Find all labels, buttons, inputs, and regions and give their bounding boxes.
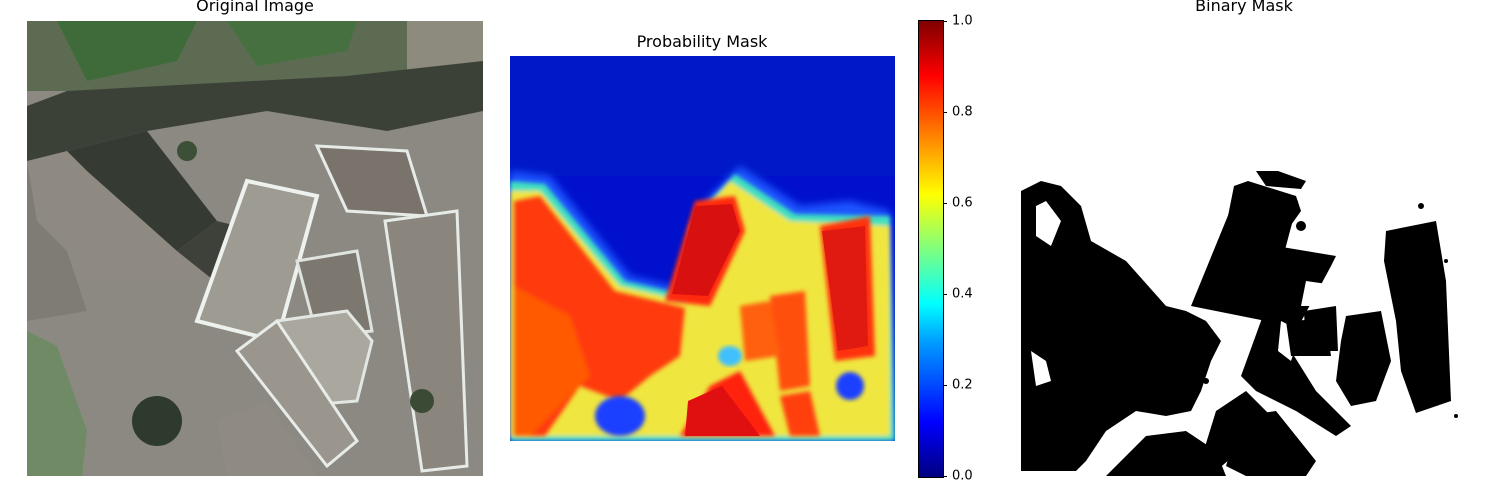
colorbar-tick-mark (943, 294, 947, 295)
probability-heatmap (510, 56, 895, 441)
probability-mask (510, 56, 895, 441)
colorbar-tick-mark (943, 203, 947, 204)
colorbar-tick-mark (943, 476, 947, 477)
colorbar-tick-label: 0.0 (952, 468, 973, 484)
colorbar-tick-mark (943, 21, 947, 22)
original-image (27, 21, 483, 476)
original-image-title: Original Image (196, 0, 314, 15)
aerial-photo (27, 21, 483, 476)
colorbar-tick-mark (943, 385, 947, 386)
colorbar-tick-label: 0.6 (952, 195, 973, 211)
colorbar-tick-label: 1.0 (952, 13, 973, 29)
binary-segmentation (1016, 21, 1472, 476)
probability-mask-title: Probability Mask (636, 32, 768, 51)
colorbar-tick-label: 0.4 (952, 286, 973, 302)
colorbar-tick-label: 0.8 (952, 104, 973, 120)
binary-mask-title: Binary Mask (1195, 0, 1293, 15)
binary-mask (1016, 21, 1472, 476)
colorbar-tick-label: 0.2 (952, 377, 973, 393)
colorbar (918, 20, 944, 478)
colorbar-tick-mark (943, 112, 947, 113)
